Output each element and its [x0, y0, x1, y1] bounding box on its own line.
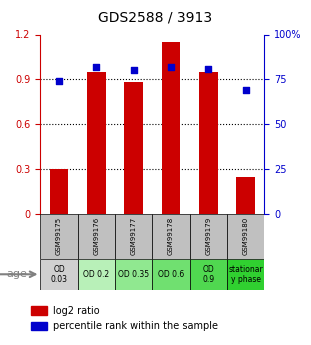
Text: OD 0.2: OD 0.2	[83, 270, 109, 279]
FancyBboxPatch shape	[40, 214, 78, 259]
Text: OD
0.03: OD 0.03	[51, 265, 67, 284]
Point	[206, 66, 211, 71]
FancyBboxPatch shape	[227, 259, 264, 290]
Bar	[50, 169, 68, 214]
Bar	[199, 72, 218, 214]
Text: GSM99175: GSM99175	[56, 217, 62, 255]
FancyBboxPatch shape	[152, 259, 190, 290]
FancyBboxPatch shape	[78, 259, 115, 290]
Text: OD
0.9: OD 0.9	[202, 265, 214, 284]
Text: GSM99180: GSM99180	[243, 217, 249, 255]
Text: GSM99178: GSM99178	[168, 217, 174, 255]
FancyBboxPatch shape	[190, 214, 227, 259]
Bar	[162, 42, 180, 214]
Point	[57, 78, 62, 84]
FancyBboxPatch shape	[40, 259, 78, 290]
Text: OD 0.6: OD 0.6	[158, 270, 184, 279]
FancyBboxPatch shape	[115, 214, 152, 259]
Text: age: age	[6, 269, 27, 279]
Text: GSM99177: GSM99177	[131, 217, 137, 255]
Text: percentile rank within the sample: percentile rank within the sample	[53, 321, 218, 331]
Point	[169, 64, 174, 70]
Text: GSM99179: GSM99179	[205, 217, 211, 255]
Bar	[236, 177, 255, 214]
FancyBboxPatch shape	[227, 214, 264, 259]
Text: log2 ratio: log2 ratio	[53, 306, 100, 315]
Point	[94, 64, 99, 70]
Text: GDS2588 / 3913: GDS2588 / 3913	[99, 10, 212, 24]
Point	[131, 68, 136, 73]
Bar	[87, 72, 106, 214]
FancyBboxPatch shape	[190, 259, 227, 290]
Point	[243, 87, 248, 93]
Bar	[124, 82, 143, 214]
FancyBboxPatch shape	[78, 214, 115, 259]
Text: GSM99176: GSM99176	[93, 217, 100, 255]
Text: stationar
y phase: stationar y phase	[228, 265, 263, 284]
FancyBboxPatch shape	[152, 214, 190, 259]
Text: OD 0.35: OD 0.35	[118, 270, 149, 279]
FancyBboxPatch shape	[115, 259, 152, 290]
